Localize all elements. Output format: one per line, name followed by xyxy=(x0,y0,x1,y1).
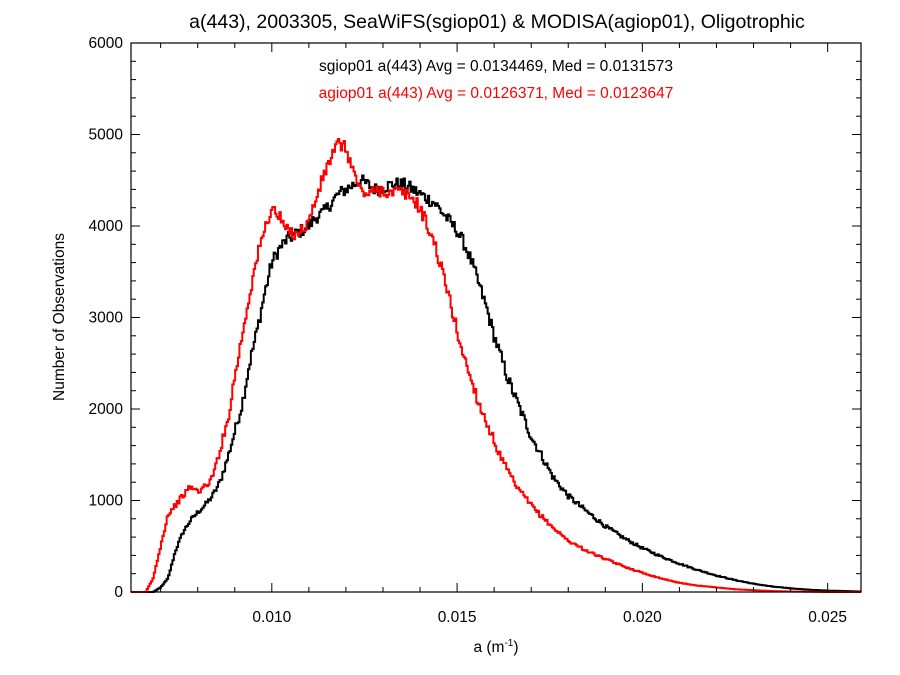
y-tick-label: 1000 xyxy=(89,493,124,510)
x-axis-label: a (m-1) xyxy=(473,638,518,656)
stats-annotation-sgiop01: sgiop01 a(443) Avg = 0.0134469, Med = 0.… xyxy=(319,58,673,75)
x-axis-label-main: a (m xyxy=(473,639,504,656)
y-tick-label: 3000 xyxy=(89,310,124,327)
x-tick-label: 0.025 xyxy=(808,609,847,626)
x-axis: 0.010 0.015 0.020 0.025 xyxy=(160,43,847,626)
histogram-series-sgiop01 xyxy=(131,174,862,593)
x-axis-label-superscript: -1 xyxy=(504,638,513,649)
x-axis-label-tail: ) xyxy=(513,639,518,656)
y-tick-label: 2000 xyxy=(89,401,124,418)
y-axis: 0 1000 2000 3000 4000 5000 6000 xyxy=(89,35,861,601)
x-tick-label: 0.015 xyxy=(438,609,477,626)
plot-frame xyxy=(130,42,862,593)
y-tick-label: 4000 xyxy=(89,218,124,235)
stats-annotation-agiop01: agiop01 a(443) Avg = 0.0126371, Med = 0.… xyxy=(319,85,674,102)
y-tick-label: 0 xyxy=(114,584,123,601)
x-tick-label: 0.020 xyxy=(623,609,662,626)
plot-area xyxy=(131,138,862,593)
y-tick-label: 5000 xyxy=(89,127,124,144)
x-tick-label: 0.010 xyxy=(252,609,291,626)
histogram-series-agiop01 xyxy=(131,138,861,593)
y-tick-label: 6000 xyxy=(89,35,124,52)
chart-title: a(443), 2003305, SeaWiFS(sgiop01) & MODI… xyxy=(189,11,805,33)
y-axis-label: Number of Observations xyxy=(51,233,68,401)
